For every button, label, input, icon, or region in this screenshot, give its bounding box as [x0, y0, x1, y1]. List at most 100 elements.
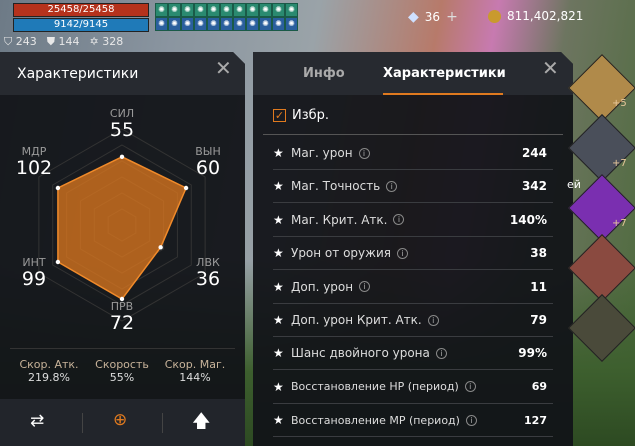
buff-icon[interactable]: ✺ [233, 17, 246, 31]
side-text: ей [567, 178, 581, 191]
stat-row: ★ Маг. Крит. Атк. i 140% [273, 204, 553, 237]
info-icon[interactable]: i [359, 148, 370, 159]
tab-info[interactable]: Инфо [303, 66, 345, 81]
info-icon[interactable]: i [465, 381, 476, 392]
buff-icon[interactable]: ✺ [272, 3, 285, 17]
shield-icon: ⛉ 243 [4, 35, 37, 48]
buff-icons: ✺ ✺ ✺ ✺ ✺ ✺ ✺ ✺ ✺ ✺ ✺ ✺ ✺ ✺ ✺ ✺ ✺ ✺ ✺ ✺ ✺ ✺ [155, 3, 298, 31]
radar-point [120, 155, 124, 159]
buff-icon[interactable]: ✺ [155, 3, 168, 17]
enhance-level: +7 [612, 158, 627, 169]
stat-value: 69 [531, 380, 547, 394]
diamond-currency: ◆ 36 + [408, 9, 458, 25]
buff-icon[interactable]: ✺ [181, 17, 194, 31]
buff-icon[interactable]: ✺ [246, 17, 259, 31]
checkbox-checked-icon: ✓ [274, 109, 285, 122]
buff-icon[interactable]: ✺ [207, 17, 220, 31]
info-icon[interactable]: i [397, 248, 408, 259]
info-icon[interactable]: i [466, 415, 477, 426]
radar-label: ИНТ [22, 256, 46, 269]
star-icon[interactable]: ★ [273, 346, 284, 361]
stat-label: Доп. урон Крит. Атк. [291, 313, 422, 327]
buff-icon[interactable]: ✺ [285, 3, 298, 17]
badge-shield-icon: ⛊ 144 [46, 35, 80, 48]
star-icon[interactable]: ★ [273, 246, 284, 261]
buff-icon[interactable]: ✺ [194, 3, 207, 17]
stat-row: ★ Доп. урон i 11 [273, 271, 553, 304]
equipment-slot[interactable] [568, 114, 635, 182]
enhance-level: +5 [612, 98, 627, 109]
close-icon[interactable]: ✕ [215, 56, 232, 80]
buff-icon[interactable]: ✺ [155, 17, 168, 31]
info-icon[interactable]: i [359, 281, 370, 292]
close-icon[interactable]: ✕ [542, 56, 559, 80]
stat-label: Шанс двойного урона [291, 346, 430, 361]
info-icon[interactable]: i [436, 348, 447, 359]
tab-characteristics[interactable]: Характеристики [383, 52, 503, 95]
radar-label: МДР [21, 145, 47, 158]
buff-icon[interactable]: ✺ [272, 17, 285, 31]
stat-value: 244 [521, 146, 547, 160]
equipment-slot[interactable] [568, 54, 635, 122]
buff-icon[interactable]: ✺ [259, 17, 272, 31]
gold-coin-icon [488, 9, 501, 23]
radar-point [184, 186, 188, 190]
star-icon[interactable]: ★ [273, 212, 284, 227]
buff-icon[interactable]: ✺ [181, 3, 194, 17]
radar-point [158, 245, 162, 249]
stat-value: 127 [524, 413, 547, 427]
stat-value: 38 [530, 246, 547, 261]
stat-row: ★ Урон от оружия i 38 [273, 237, 553, 270]
gold-count: 811,402,821 [507, 9, 584, 23]
buff-icon[interactable]: ✺ [168, 17, 181, 31]
stat-label: Маг. Точность [291, 179, 381, 194]
stat-label: Восстановление HP (период) [291, 380, 459, 394]
radar-value: 72 [109, 312, 135, 334]
divider [10, 348, 235, 349]
stat-label: Доп. урон [291, 279, 354, 294]
star-icon[interactable]: ★ [273, 313, 284, 327]
buff-icon[interactable]: ✺ [233, 3, 246, 17]
favorites-checkbox[interactable]: ✓ Избр. [273, 108, 329, 123]
buff-icon[interactable]: ✺ [246, 3, 259, 17]
diamond-count: 36 [424, 10, 441, 24]
star-icon[interactable]: ★ [273, 279, 284, 294]
star-icon[interactable]: ★ [273, 146, 284, 160]
enhance-level: +7 [612, 218, 627, 229]
star-icon[interactable]: ★ [273, 379, 284, 394]
stat-value: 140% [509, 212, 547, 227]
buff-icon[interactable]: ✺ [220, 3, 233, 17]
buff-icon[interactable]: ✺ [194, 17, 207, 31]
radar-grid-ring [53, 145, 192, 305]
buff-icon[interactable]: ✺ [220, 17, 233, 31]
buff-icon[interactable]: ✺ [207, 3, 220, 17]
info-icon[interactable]: i [428, 315, 439, 326]
info-icon[interactable]: i [386, 181, 397, 192]
buff-icon[interactable]: ✺ [259, 3, 272, 17]
stat-row: ★ Маг. Точность i 342 [273, 170, 553, 203]
add-diamond-button[interactable]: + [446, 9, 458, 25]
magic-speed: Скор. Маг. 144% [164, 358, 226, 384]
favorites-label: Избр. [292, 108, 330, 123]
buff-icon[interactable]: ✺ [285, 17, 298, 31]
tab-bar [253, 52, 573, 95]
stat-row: ★ Восстановление MP (период) i 127 [273, 404, 553, 437]
mp-bar: 9142/9145 [13, 18, 149, 32]
star-icon[interactable]: ★ [273, 413, 284, 428]
stat-label: Урон от оружия [291, 246, 391, 261]
buff-icon[interactable]: ✺ [168, 3, 181, 17]
radar-point [120, 297, 124, 301]
upgrade-arrow-icon[interactable]: 🡅 [192, 411, 211, 432]
radar-value: 60 [195, 157, 221, 179]
radar-label: ПРВ [110, 300, 134, 313]
radar-label: ВЫН [195, 145, 221, 158]
swap-icon[interactable]: ⇄ [30, 411, 45, 431]
zoom-in-icon[interactable]: ⊕ [113, 410, 128, 430]
radar-point [56, 186, 60, 190]
stat-value: 79 [530, 313, 547, 327]
stat-label: Маг. урон [291, 146, 353, 160]
radar-point [56, 260, 60, 264]
info-icon[interactable]: i [393, 214, 404, 225]
divider [263, 134, 563, 135]
star-icon[interactable]: ★ [273, 179, 284, 194]
